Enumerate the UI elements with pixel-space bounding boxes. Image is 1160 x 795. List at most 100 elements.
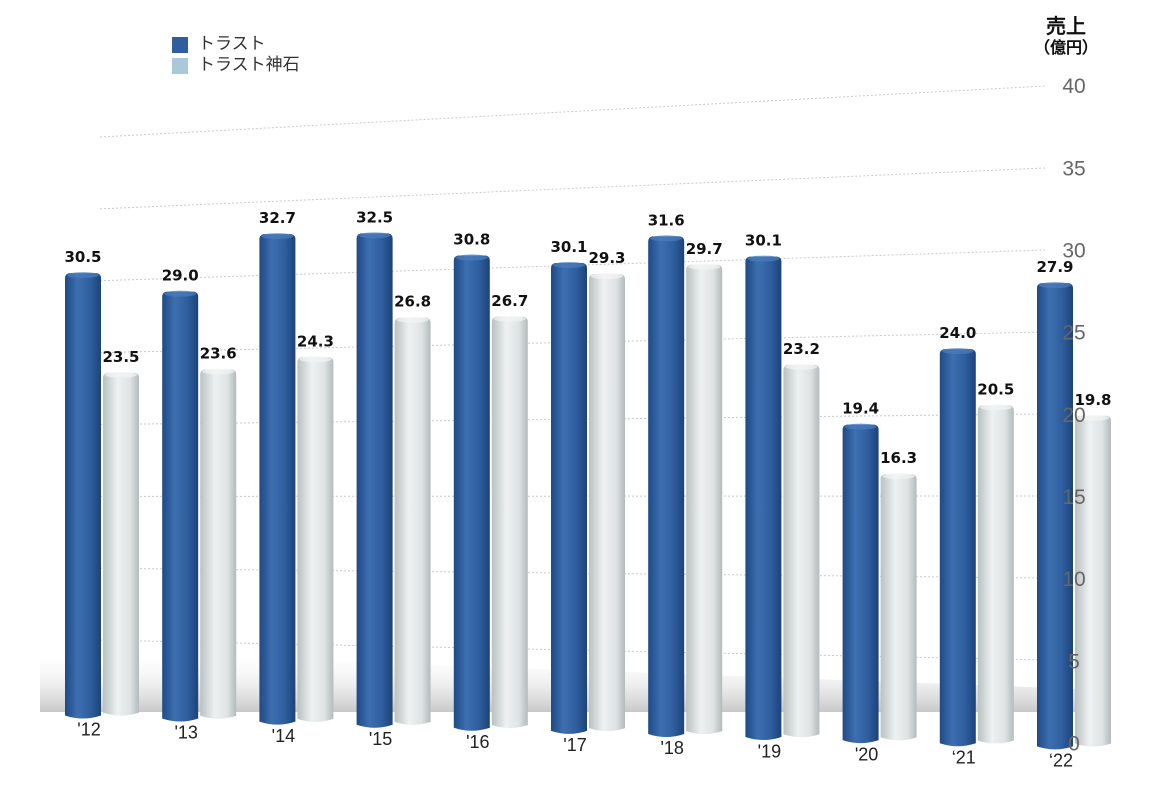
bar-trust-jinseki-cap <box>396 316 429 323</box>
data-label: 30.1 <box>745 232 782 250</box>
data-label: 29.7 <box>686 240 723 258</box>
bar-trust-jinseki <box>686 264 723 735</box>
bar-trust-jinseki-cap <box>105 371 137 378</box>
x-tick-label: ‘22 <box>1049 751 1073 771</box>
gridline <box>99 85 1046 138</box>
data-label: 20.5 <box>977 380 1014 398</box>
y-tick-label: 35 <box>1062 157 1085 180</box>
x-tick-label: '16 <box>466 732 489 752</box>
data-label: 30.1 <box>550 238 587 256</box>
bar-trust <box>356 233 393 728</box>
bar-trust-cap <box>67 272 99 279</box>
bar-trust-jinseki <box>297 357 334 722</box>
bar-trust-jinseki <box>103 372 139 716</box>
bar-trust-jinseki <box>1075 415 1111 747</box>
legend-item-trust-jinseki: トラスト神石 <box>172 55 300 76</box>
data-label: 31.6 <box>648 211 685 229</box>
x-tick-label: '13 <box>174 723 197 743</box>
bar-trust-cap <box>1039 282 1071 289</box>
legend-swatch-trust-jinseki <box>172 57 188 74</box>
data-label: 30.8 <box>453 231 490 249</box>
bar-trust <box>842 424 879 744</box>
bar-trust-jinseki-cap <box>299 356 332 363</box>
data-label: 23.2 <box>783 340 820 358</box>
y-tick-label: 40 <box>1062 75 1085 98</box>
bar-trust-cap <box>553 261 585 268</box>
bar-trust-jinseki <box>491 316 528 729</box>
data-label: 27.9 <box>1036 258 1073 276</box>
y-tick-label: 25 <box>1062 322 1085 345</box>
bar-trust <box>162 291 199 722</box>
bar-trust <box>745 256 782 741</box>
bar-trust-jinseki <box>589 274 625 732</box>
bar-trust-jinseki <box>880 474 917 741</box>
bar-trust-jinseki-cap <box>591 273 623 280</box>
legend-label-trust-jinseki: トラスト神石 <box>198 55 300 75</box>
data-label: 29.3 <box>588 249 625 267</box>
bar-trust-cap <box>650 235 683 242</box>
data-label: 30.5 <box>64 248 101 266</box>
bar-trust-cap <box>358 232 391 239</box>
x-tick-label: '12 <box>77 720 100 740</box>
bar-trust-jinseki-cap <box>688 263 721 270</box>
bar-trust <box>648 236 685 737</box>
axis-ticks: 0 5 10 15 20 25 30 35 40 '12 '13 '14 '15 '16 '17 '18 '19… <box>77 75 1085 770</box>
y-axis-title: 売上 （億円） <box>1034 14 1098 58</box>
bar-trust-cap <box>164 290 197 297</box>
data-label: 19.8 <box>1074 391 1111 409</box>
bar-trust-jinseki-cap <box>202 368 235 375</box>
data-label: 32.7 <box>259 209 296 227</box>
y-tick-label: 5 <box>1068 650 1080 673</box>
legend-swatch-trust <box>172 36 188 53</box>
y-tick-label: 10 <box>1062 568 1085 591</box>
x-tick-label: '17 <box>563 735 586 755</box>
legend-label-trust: トラスト <box>198 34 266 54</box>
bar-trust <box>551 262 587 734</box>
gridline <box>99 167 1046 210</box>
x-tick-label: '18 <box>660 738 683 758</box>
bar-trust <box>453 255 490 731</box>
bar-trust-cap <box>941 348 974 355</box>
bar-trust-jinseki <box>783 364 820 738</box>
y-axis-unit: （億円） <box>1033 38 1098 57</box>
bar-trust-jinseki-cap <box>493 315 526 322</box>
bar-trust-jinseki-cap <box>785 363 818 370</box>
bar-trust-cap <box>455 254 488 261</box>
y-tick-label: 20 <box>1062 404 1085 427</box>
bars <box>65 232 1111 750</box>
bar-trust <box>259 234 296 725</box>
y-tick-label: 0 <box>1068 732 1080 755</box>
data-label: 23.5 <box>102 348 139 366</box>
data-label: 23.6 <box>200 345 237 363</box>
bar-trust-jinseki <box>394 317 431 725</box>
bar-trust-jinseki-cap <box>1077 414 1109 421</box>
legend: トラスト トラスト神石 <box>172 34 300 76</box>
y-axis-title-text: 売上 <box>1045 14 1086 38</box>
bar-trust <box>939 349 976 747</box>
bar-trust-jinseki <box>977 405 1014 744</box>
data-label: 24.3 <box>297 332 334 350</box>
bar-trust-jinseki-cap <box>979 404 1012 411</box>
x-tick-label: '14 <box>272 726 295 746</box>
bar-trust-cap <box>747 255 780 262</box>
y-tick-label: 30 <box>1062 240 1085 263</box>
data-label: 16.3 <box>880 449 917 467</box>
data-label: 26.8 <box>394 293 431 311</box>
bar-trust-jinseki-cap <box>882 473 915 480</box>
data-labels: 30.5 23.5 29.0 23.6 32.7 24.3 32.5 26.8 30.8 26.7… <box>64 208 1111 467</box>
bar-trust-cap <box>844 423 877 430</box>
data-label: 32.5 <box>356 208 393 226</box>
y-tick-label: 15 <box>1062 486 1085 509</box>
x-tick-label: ‘21 <box>952 747 976 767</box>
bar-trust-jinseki <box>200 369 237 719</box>
legend-item-trust: トラスト <box>172 34 300 55</box>
x-tick-label: '19 <box>758 741 781 761</box>
bar-trust <box>1037 283 1073 750</box>
bar-trust <box>65 273 101 719</box>
data-label: 19.4 <box>842 400 879 418</box>
bar-trust-cap <box>261 233 294 240</box>
data-label: 26.7 <box>491 292 528 310</box>
x-tick-label: '15 <box>369 729 392 749</box>
data-label: 29.0 <box>162 267 199 285</box>
